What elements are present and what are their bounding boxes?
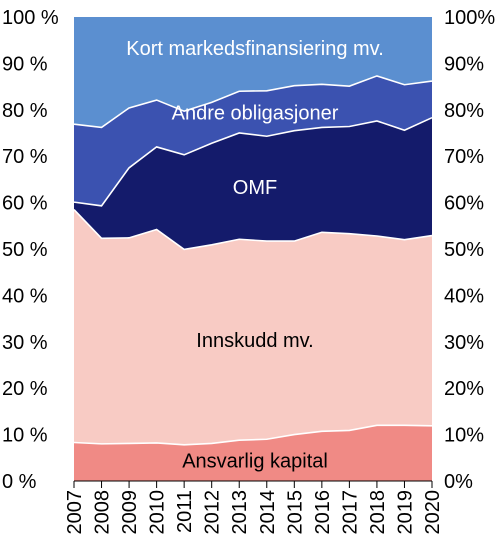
area-andre-obligasjoner <box>74 75 432 206</box>
x-tick-label: 2014 <box>257 490 279 535</box>
y-tick-right: 40% <box>444 285 484 307</box>
x-tick-label: 2008 <box>92 490 114 535</box>
y-tick-right: 100% <box>444 7 495 29</box>
y-tick-right: 50% <box>444 239 484 261</box>
y-tick-right: 70% <box>444 146 484 168</box>
y-tick-left: 30 % <box>2 332 48 354</box>
y-tick-right: 0% <box>444 471 473 493</box>
y-tick-left: 60 % <box>2 193 48 215</box>
separator-line <box>73 75 433 129</box>
series-label-omf: OMF <box>233 177 277 199</box>
y-tick-right: 60% <box>444 193 484 215</box>
series-labels: Ansvarlig kapital Innskudd mv. OMF Andre ob… <box>126 38 384 472</box>
series-label-ansvarlig-kapital: Ansvarlig kapital <box>182 450 328 472</box>
series-label-andre-obligasjoner: Andre obligasjoner <box>172 103 339 125</box>
x-axis: 2007 2008 2009 2010 2011 2012 2013 2014 2015 2016… <box>64 480 444 535</box>
x-tick-label: 2016 <box>312 490 334 535</box>
x-tick-label: 2012 <box>202 490 224 535</box>
separator-line <box>73 209 433 251</box>
y-tick-left: 50 % <box>2 239 48 261</box>
x-tick-label: 2018 <box>367 490 389 535</box>
x-tick-label: 2015 <box>284 490 306 535</box>
area-layers <box>74 17 432 481</box>
area-omf <box>74 117 432 250</box>
y-axis-left: 0 % 10 % 20 % 30 % 40 % 50 % 60 % 70 % 80 % 90 % 1… <box>2 7 59 493</box>
y-axis-right: 0% 10% 20% 30% 40% 50% 60% 70% 80% 90% 100% <box>444 7 495 493</box>
y-tick-left: 80 % <box>2 100 48 122</box>
series-separator-lines <box>73 75 433 446</box>
area-innskudd-mv <box>74 209 432 445</box>
series-label-kort-markedsfinansiering-mv: Kort markedsfinansiering mv. <box>126 38 384 60</box>
y-tick-right: 30% <box>444 332 484 354</box>
x-tick-label: 2009 <box>119 490 141 535</box>
y-tick-left: 90 % <box>2 53 48 75</box>
series-label-innskudd-mv: Innskudd mv. <box>196 330 313 352</box>
y-tick-left: 40 % <box>2 285 48 307</box>
y-tick-left: 0 % <box>2 471 37 493</box>
y-tick-right: 20% <box>444 378 484 400</box>
x-tick-label: 2010 <box>147 490 169 535</box>
x-tick-label: 2020 <box>422 490 444 535</box>
y-tick-left: 100 % <box>2 7 59 29</box>
x-tick-label: 2019 <box>394 490 416 535</box>
y-tick-right: 90% <box>444 53 484 75</box>
area-kort-markedsfinansiering-mv <box>74 17 432 128</box>
y-tick-left: 70 % <box>2 146 48 168</box>
area-ansvarlig-kapital <box>74 425 432 481</box>
y-tick-right: 80% <box>444 100 484 122</box>
x-tick-label: 2013 <box>229 490 251 535</box>
y-tick-left: 20 % <box>2 378 48 400</box>
x-tick-label: 2017 <box>339 490 361 535</box>
x-tick-label: 2007 <box>64 490 86 535</box>
separator-line <box>73 116 433 207</box>
y-tick-right: 10% <box>444 425 484 447</box>
y-tick-left: 10 % <box>2 425 48 447</box>
separator-line <box>73 424 433 446</box>
x-tick-label: 2011 <box>174 490 196 533</box>
